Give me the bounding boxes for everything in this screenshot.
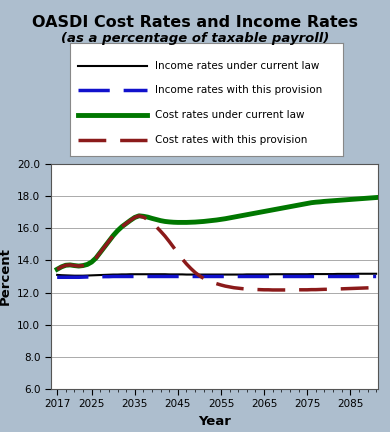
Text: Income rates under current law: Income rates under current law (155, 60, 319, 71)
Text: Income rates with this provision: Income rates with this provision (155, 86, 322, 95)
Text: Cost rates under current law: Cost rates under current law (155, 110, 304, 120)
Text: OASDI Cost Rates and Income Rates: OASDI Cost Rates and Income Rates (32, 15, 358, 30)
Text: (as a percentage of taxable payroll): (as a percentage of taxable payroll) (61, 32, 329, 45)
Text: Cost rates with this provision: Cost rates with this provision (155, 135, 307, 145)
Y-axis label: Percent: Percent (0, 248, 12, 305)
X-axis label: Year: Year (198, 415, 231, 428)
